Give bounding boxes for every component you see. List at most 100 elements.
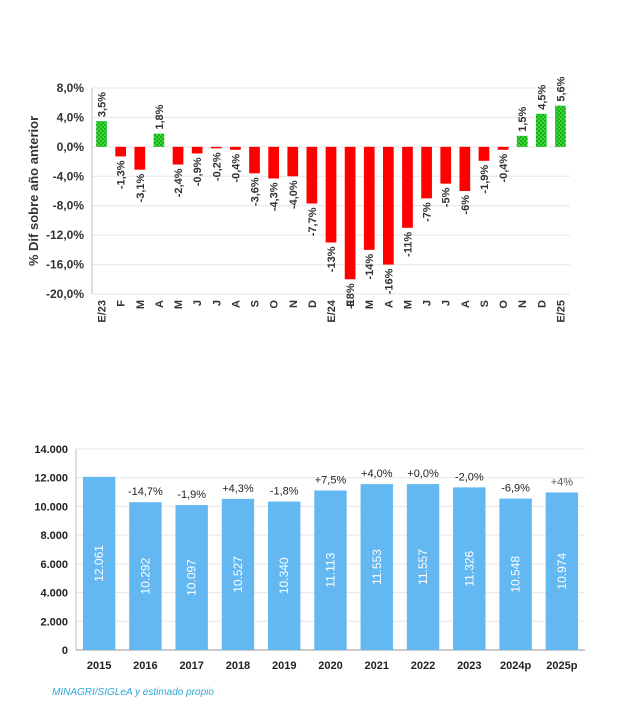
annual-production-chart: 14.000 12.000 10.000 8.000 6.000 4.000 2.000 0 1… <box>34 444 585 672</box>
data-label: -1,9% <box>479 165 491 194</box>
x-tick-label: D <box>307 300 319 308</box>
bar <box>453 487 486 650</box>
bar <box>555 105 566 147</box>
bar <box>249 146 260 174</box>
change-label: -2,0% <box>455 471 484 483</box>
y-tick-label: 0 <box>62 645 68 657</box>
bar <box>325 146 337 243</box>
bar <box>478 146 490 161</box>
y-tick-label: 8.000 <box>40 530 68 542</box>
data-label: -18% <box>345 283 357 309</box>
x-tick-label: 2019 <box>272 660 296 672</box>
bar <box>535 113 547 147</box>
bar <box>134 146 146 170</box>
y-tick-label: 4,0% <box>57 110 85 124</box>
bar <box>344 146 356 280</box>
bar <box>497 146 509 150</box>
bar <box>545 492 579 650</box>
x-tick-label: J <box>211 300 223 306</box>
bar <box>459 146 471 191</box>
x-tick-label: O <box>498 300 510 309</box>
x-tick-label: 2016 <box>133 660 157 672</box>
monthly-change-chart: 8,0% 4,0% 0,0% -4,0% -8,0% -12,0% -16,0% -20,0%… <box>26 76 570 323</box>
bar <box>516 135 528 147</box>
y-tick-label: 6.000 <box>40 559 68 571</box>
bar <box>175 505 208 650</box>
x-tick-label: 2018 <box>226 660 250 672</box>
bar <box>221 498 255 650</box>
bar <box>406 484 440 650</box>
x-tick-label: J <box>192 300 204 306</box>
data-label: -5% <box>441 187 453 207</box>
x-tick-label: J <box>441 300 453 306</box>
bar <box>499 498 532 650</box>
value-label: 11.553 <box>370 549 384 585</box>
x-tick-label: M <box>364 300 376 309</box>
bar <box>82 476 116 650</box>
x-tick-label: M <box>402 300 414 309</box>
bar <box>268 501 301 650</box>
x-tick-label: E/24 <box>326 299 338 323</box>
data-label: 1,5% <box>517 107 529 132</box>
data-label: 5,6% <box>555 76 567 101</box>
x-tick-label: A <box>383 300 395 308</box>
bar <box>287 146 299 177</box>
value-label: 10.548 <box>509 556 523 593</box>
x-tick-label: F <box>116 300 128 307</box>
x-tick-label: F <box>345 300 357 307</box>
change-label: +7,5% <box>315 474 347 486</box>
data-label: -7% <box>422 202 434 222</box>
y-tick-label: 2.000 <box>40 616 68 628</box>
data-label: -4,3% <box>269 182 281 211</box>
bar <box>402 146 413 228</box>
data-label: -0,4% <box>230 154 242 183</box>
value-label: 10.340 <box>277 557 291 594</box>
bar <box>115 146 127 157</box>
bar <box>96 121 107 147</box>
y-tick-label: -16,0% <box>46 258 84 272</box>
data-label: -0,4% <box>498 154 510 183</box>
x-tick-label: J <box>422 300 434 306</box>
value-label: 11.113 <box>324 552 338 587</box>
bar <box>383 146 394 265</box>
bar <box>230 146 241 150</box>
data-label: -1,3% <box>116 160 128 189</box>
y-tick-label: 8,0% <box>57 81 85 95</box>
x-tick-label: 2025p <box>546 660 577 672</box>
value-label: 10.292 <box>138 557 152 594</box>
bar <box>153 133 165 147</box>
y-tick-label: -8,0% <box>53 199 85 213</box>
y-tick-label: 12.000 <box>34 473 68 485</box>
bar <box>268 146 279 179</box>
value-label: 10.097 <box>185 559 199 596</box>
source-note: MINAGRI/SIGLeA y estimado propio <box>52 687 214 698</box>
y-tick-label: 10.000 <box>34 501 68 513</box>
y-axis-label: % Dif sobre año anterior <box>26 116 41 266</box>
data-label: -16% <box>383 268 395 294</box>
bar <box>314 490 347 650</box>
bar <box>440 146 452 184</box>
x-tick-label: 2017 <box>179 660 203 672</box>
x-tick-label: 2024p <box>500 660 531 672</box>
bar <box>191 146 203 154</box>
bar <box>129 502 162 650</box>
y-tick-label: -4,0% <box>53 169 85 183</box>
x-tick-label: D <box>536 300 548 308</box>
data-label: -7,7% <box>307 207 319 236</box>
bar <box>363 146 375 250</box>
y-tick-label: -20,0% <box>46 287 84 301</box>
x-tick-label: A <box>154 300 166 308</box>
x-tick-label: 2015 <box>87 660 111 672</box>
bar <box>421 146 432 199</box>
y-tick-label: 14.000 <box>34 444 68 456</box>
x-tick-label: 2020 <box>318 660 342 672</box>
change-label: -14,7% <box>128 486 163 498</box>
x-tick-label: N <box>288 300 300 308</box>
change-label: +4,3% <box>222 483 254 495</box>
bar <box>360 484 393 650</box>
x-tick-label: M <box>135 300 147 309</box>
x-tick-label: M <box>173 300 185 309</box>
x-tick-label: 2023 <box>457 660 481 672</box>
x-tick-label: 2022 <box>411 660 435 672</box>
data-label: -2,4% <box>173 168 185 197</box>
